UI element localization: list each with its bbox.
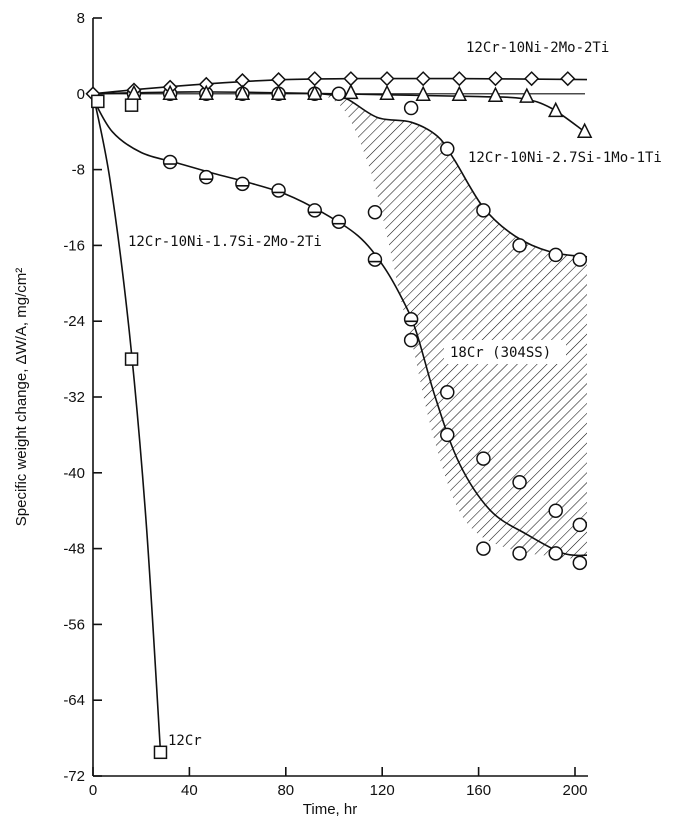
region-point-20 [572,517,588,533]
region-point-11 [512,238,527,253]
series-1-point-13 [576,122,593,138]
series-0-point-8 [379,71,395,87]
series-1-point-7 [379,84,395,101]
series-0-point-6 [307,71,323,87]
series-1-point-4 [270,84,287,101]
series-3-point-2 [124,352,139,366]
y-tick-label-3: -16 [63,237,85,254]
series-2-point-6 [367,252,383,267]
series-curve-0 [92,77,588,95]
region-point-17 [476,451,491,466]
series-2-point-0 [162,154,178,170]
series-2-point-1-ring [199,169,214,185]
y-tick-label-9: -64 [63,692,85,709]
region-point-21 [476,541,491,556]
series-2-point-3-ring [271,183,286,198]
y-tick-label-6: -40 [63,465,85,482]
series-2-point-5-ring [331,214,347,229]
region-point-19 [548,503,563,518]
y-tick-label-5: -32 [63,389,85,406]
series-1-point-1 [162,84,178,101]
markers [85,71,593,760]
series-0-point-7 [343,71,359,87]
y-tick-label-4: -24 [63,313,85,330]
series-2-point-0-ring [162,154,178,170]
series-1-point-3 [234,84,251,101]
region-point-13 [572,252,588,267]
region-point-22 [512,546,527,561]
series-0-point-10 [451,71,467,87]
series-label-12cr: 12Cr [168,733,202,749]
series-2-point-4-ring [307,203,322,218]
series-2-point-6-ring [367,252,383,267]
shaded-region-fill [321,93,587,561]
y-tick-label-0: 8 [77,10,85,27]
series-0-point-5 [271,72,287,88]
region-point-10 [476,203,491,218]
y-tick-label-10: -72 [63,768,85,785]
series-3-point-1 [124,98,139,112]
series-1-point-6 [343,83,359,100]
series-2-point-7-ring [403,312,419,327]
series-3-point-3 [153,745,168,760]
x-tick-label-5: 200 [562,782,587,799]
series-2-point-4 [307,203,322,218]
series-1-point-11 [519,87,535,103]
region-point-16 [440,427,455,443]
x-tick-label-4: 160 [466,782,491,799]
series-1-point-2 [198,84,214,101]
region-point-14 [403,332,419,348]
region-point-15 [440,385,455,400]
x-tick-label-2: 80 [277,782,294,799]
series-curve-3 [92,93,162,753]
region-point-12 [548,247,563,263]
x-tick-label-1: 40 [181,782,198,799]
series-1-point-8 [415,85,431,101]
region-label-background [444,340,566,364]
y-axis-title: Specific weight change, ΔW/A, mg/cm² [13,268,30,526]
series-1-point-10 [487,86,504,102]
series-1-point-5 [307,84,323,101]
series-1-point-9 [451,85,468,101]
region-point-6 [331,86,347,102]
series-2-point-5 [331,214,347,229]
series-label-12cr-10ni-1-7si-2mo-2ti: 12Cr-10Ni-1.7Si-2Mo-2Ti [128,234,322,250]
region-point-9 [440,141,455,157]
series-label-12cr-10ni-2mo-2ti: 12Cr-10Ni-2Mo-2Ti [466,40,609,56]
region-point-8 [403,100,419,116]
series-0-point-13 [560,71,576,87]
x-axis-title: Time, hr [303,801,357,818]
series-0-point-11 [487,71,504,87]
region-label-18cr-304ss: 18Cr (304SS) [450,345,551,361]
y-tick-label-8: -56 [63,616,85,633]
y-tick-label-2: -8 [72,162,85,179]
series-curve-1 [92,91,586,133]
x-tick-label-3: 120 [370,782,395,799]
series-2-point-3 [271,183,286,198]
region-point-24 [572,555,588,571]
series-2-point-1 [199,169,214,185]
series-3-point-0 [91,94,105,109]
series-2-point-2 [235,176,250,192]
series-label-12cr-10ni-2-7si-1mo-1ti: 12Cr-10Ni-2.7Si-1Mo-1Ti [468,150,662,166]
series-2-point-2-ring [235,176,250,192]
region-point-7 [367,204,383,220]
y-tick-label-1: 0 [77,86,85,103]
x-tick-label-0: 0 [89,782,97,799]
y-tick-label-7: -48 [63,541,85,558]
series-0-point-9 [415,71,431,87]
series-1-point-12 [548,101,564,118]
series-0-point-12 [524,71,540,87]
series-2-point-7 [403,312,419,327]
region-point-23 [548,546,563,561]
region-point-18 [512,475,527,490]
ticks: 80-8-16-24-32-40-48-56-64-720 40 80 120 160 2… [63,10,587,799]
